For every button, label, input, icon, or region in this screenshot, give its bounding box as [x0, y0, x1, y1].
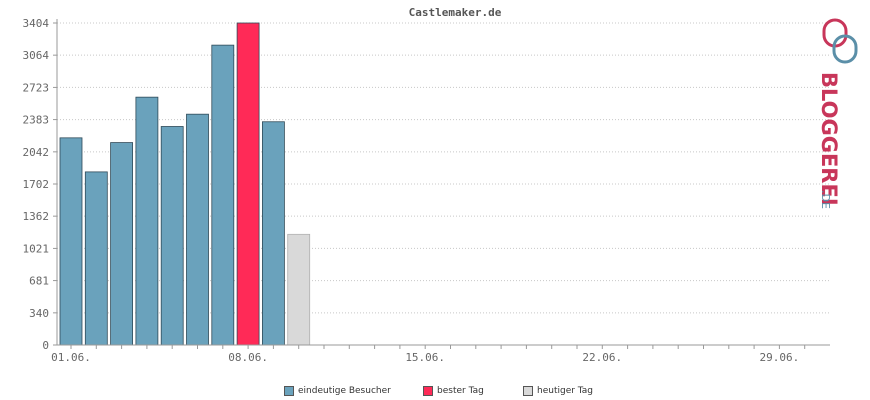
logo-text-suffix: .DE [819, 190, 832, 209]
y-tick-label: 2042 [23, 146, 50, 159]
x-tick-label: 15.06. [405, 351, 445, 364]
logo-text: BLOGGEREI [817, 72, 841, 206]
bar-05-06 [160, 126, 184, 346]
bar-06-06 [186, 113, 209, 346]
chart-title: Castlemaker.de [409, 6, 502, 19]
legend-item-bester-tag: bester Tag [423, 386, 484, 396]
legend-label: eindeutige Besucher [298, 386, 391, 396]
y-tick-label: 1021 [23, 242, 50, 255]
logo-mark-icon [822, 18, 858, 64]
y-tick-label: 0 [42, 339, 49, 352]
bar-08-06 [236, 22, 260, 346]
x-tick-label: 22.06. [582, 351, 622, 364]
y-tick-label: 2383 [23, 114, 50, 127]
y-tick-label: 340 [29, 307, 49, 320]
bar-09-06 [261, 121, 285, 346]
legend-label: heutiger Tag [537, 386, 594, 396]
bar-10-06 [287, 233, 311, 346]
y-tick-labels: 0 340 681 1021 1362 1702 2042 2383 2723 3064 3404 [23, 17, 50, 352]
legend-label: bester Tag [437, 386, 484, 396]
x-tick-label: 01.06. [51, 351, 91, 364]
bar-03-06 [110, 142, 133, 346]
x-tick-label: 29.06. [760, 351, 800, 364]
bloggerei-logo: BLOGGEREI .DE [810, 18, 860, 218]
y-tick-label: 1362 [23, 210, 50, 223]
bar-01-06 [59, 137, 83, 346]
legend: eindeutige Besucher bester Tag heutiger … [0, 386, 870, 400]
legend-swatch-icon [284, 386, 294, 396]
y-tick-label: 3404 [23, 17, 50, 30]
y-tick-label: 2723 [23, 81, 50, 94]
bar-07-06 [211, 44, 235, 346]
bar-02-06 [84, 171, 108, 346]
legend-item-heutiger-tag: heutiger Tag [523, 386, 593, 396]
legend-item-besucher: eindeutige Besucher [284, 386, 391, 396]
x-tick-labels: 01.06. 08.06. 15.06. 22.06. 29.06. [51, 351, 799, 364]
y-tick-label: 1702 [23, 178, 50, 191]
grid-lines [53, 22, 830, 346]
legend-swatch-icon [523, 386, 533, 396]
legend-swatch-icon [423, 386, 433, 396]
y-tick-label: 3064 [23, 49, 50, 62]
axes [56, 19, 830, 349]
x-tick-label: 08.06. [228, 351, 268, 364]
y-tick-label: 681 [29, 275, 49, 288]
bar-04-06 [135, 96, 159, 346]
bars [59, 22, 311, 346]
